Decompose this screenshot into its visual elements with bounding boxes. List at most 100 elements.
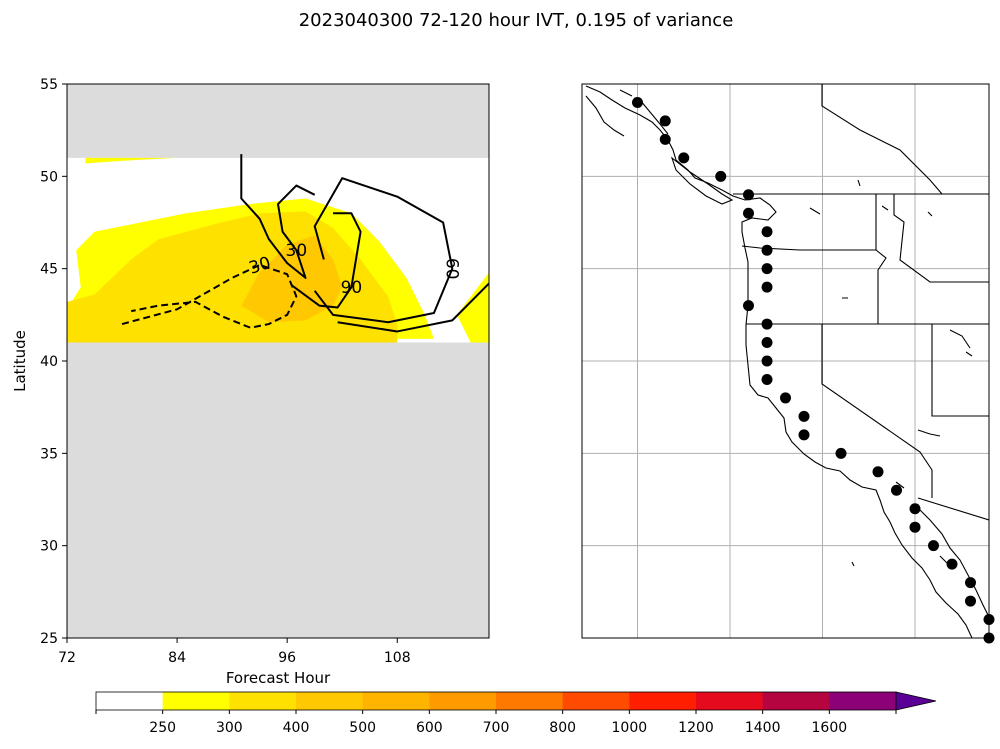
scatter-point: [761, 226, 773, 238]
y-axis-ticks: 25 30 35 40 45 50 55: [40, 77, 67, 647]
nevada-border: [821, 324, 933, 498]
colorbar-cell: [296, 692, 364, 710]
x-tick-label: 84: [168, 650, 186, 666]
y-tick-label: 40: [40, 354, 58, 370]
colorbar-cells: [96, 692, 897, 710]
scatter-point: [761, 318, 773, 330]
x-axis-label: Forecast Hour: [226, 669, 331, 687]
contour-line-0: [121, 263, 298, 329]
contour-line-4: [337, 282, 489, 333]
scatter-point: [678, 152, 690, 164]
missing-region-north: [67, 84, 489, 158]
scatter-point: [798, 410, 810, 422]
us-mexico-border: [917, 497, 989, 521]
y-tick-label: 50: [40, 169, 58, 185]
colorbar-cell: [162, 692, 230, 710]
scatter-point: [659, 115, 671, 127]
colorbar-tick-label: 1200: [678, 720, 714, 736]
fill-region-250-2: [456, 272, 489, 343]
colorbar-cell: [96, 692, 164, 710]
colorbar-cell: [562, 692, 630, 710]
scatter-point: [798, 429, 810, 441]
colorbar-ticks: 250 300 400 500 600 700 800 1000 1200 1400 1600: [95, 710, 897, 736]
y-tick-label: 55: [40, 77, 58, 93]
scatter-point: [909, 503, 921, 515]
x-tick-label: 72: [58, 650, 76, 666]
scatter-point: [761, 281, 773, 293]
x-tick-label: 96: [278, 650, 296, 666]
scatter-point: [780, 392, 791, 404]
x-axis-ticks: 72 84 96 108: [58, 638, 411, 666]
y-tick-label: 25: [40, 631, 58, 647]
scatter-point: [761, 355, 773, 367]
colorbar-tick-label: 700: [483, 720, 510, 736]
alberta-border: [821, 84, 943, 195]
scatter-point: [946, 558, 958, 570]
scatter-point: [761, 244, 773, 256]
scatter-point: [743, 300, 754, 312]
left-panel: 30 30 90 60 72 84 96 108 25 30 35 40 45 50 55 Foreca…: [11, 77, 490, 687]
colorbar-cell: [229, 692, 297, 710]
scatter-point: [928, 540, 939, 552]
figure-title: 2023040300 72-120 hour IVT, 0.195 of var…: [299, 10, 734, 31]
colorbar-cell: [429, 692, 497, 710]
contour-line-1: [240, 154, 316, 279]
colorbar: 250 300 400 500 600 700 800 1000 1200 1400 1600: [95, 691, 937, 736]
colorbar-tick-label: 300: [216, 720, 243, 736]
map-gridlines: [582, 84, 989, 638]
scatter-point: [659, 133, 671, 145]
scatter-point: [965, 577, 976, 589]
colorbar-cell: [496, 692, 564, 710]
scatter-point: [835, 447, 847, 459]
contour-label: 90: [341, 278, 363, 298]
colorbar-cell: [362, 692, 430, 710]
scatter-points: [632, 96, 995, 644]
scatter-point: [891, 484, 902, 496]
contour-line-3: [313, 177, 454, 324]
scatter-point: [761, 263, 773, 275]
islands-north: [585, 84, 669, 137]
missing-region-south: [67, 342, 489, 638]
ivt-fill-regions: [67, 157, 489, 343]
scatter-point: [909, 521, 921, 533]
colorbar-cell: [696, 692, 764, 710]
scatter-point: [872, 466, 884, 478]
colorbar-tick-label: 250: [149, 720, 176, 736]
scatter-point: [743, 189, 754, 201]
scatter-point: [965, 595, 976, 607]
scatter-point: [632, 96, 643, 108]
lakes: [809, 179, 973, 567]
y-axis-label: Latitude: [11, 330, 29, 392]
map-frame: [581, 83, 990, 639]
colorbar-tick-label: 1400: [745, 720, 781, 736]
vancouver-island: [670, 156, 734, 205]
colorbar-cell: [629, 692, 697, 710]
y-tick-label: 45: [40, 262, 58, 278]
idaho-border: [875, 194, 989, 283]
coastline: [585, 85, 973, 638]
colorbar-cell: [829, 692, 897, 710]
contour-label: 30: [286, 241, 308, 261]
fill-region-400-4: [241, 235, 343, 323]
map-boundaries: [585, 84, 989, 638]
colorbar-tick-label: 400: [283, 720, 310, 736]
baja-coast: [917, 507, 989, 616]
scatter-point: [743, 207, 754, 219]
colorbar-cell: [762, 692, 830, 710]
colorbar-tick-label: 500: [349, 720, 376, 736]
variance-contours: [121, 154, 489, 333]
colorbar-tick-label: 1600: [812, 720, 848, 736]
colorbar-extend-arrow: [895, 691, 937, 711]
colorbar-tick-label: 800: [549, 720, 576, 736]
scatter-point: [715, 170, 727, 182]
scatter-point: [761, 337, 773, 349]
missing-data-regions: [67, 84, 489, 638]
fill-region-250-1: [85, 157, 178, 164]
x-tick-label: 108: [384, 650, 411, 666]
colorbar-tick-label: 1000: [612, 720, 648, 736]
y-tick-label: 35: [40, 446, 58, 462]
utah-border: [931, 324, 989, 417]
contour-line-2: [291, 212, 362, 309]
right-panel-map: [581, 83, 995, 644]
